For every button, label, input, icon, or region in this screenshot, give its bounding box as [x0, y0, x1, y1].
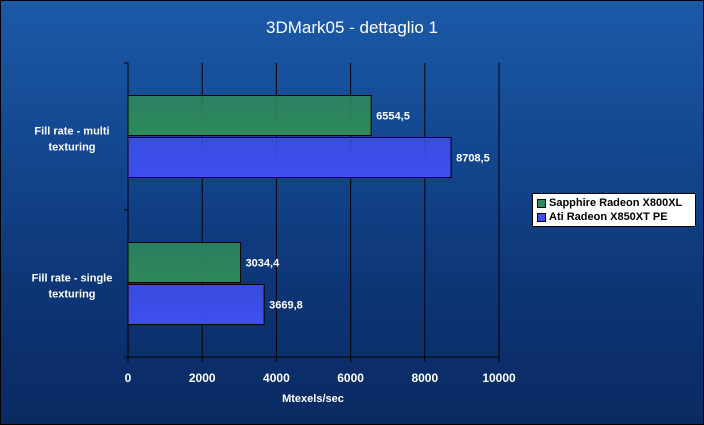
data-label: 6554,5	[376, 111, 410, 123]
legend-swatch	[537, 212, 546, 222]
x-tick-label: 4000	[263, 371, 290, 385]
x-tick-label: 2000	[189, 371, 216, 385]
legend-item: Ati Radeon X850XT PE	[537, 210, 691, 224]
legend-item: Sapphire Radeon X800XL	[537, 196, 691, 210]
x-axis-label: Mtexels/sec	[282, 393, 344, 405]
bar	[127, 95, 372, 136]
legend-label: Sapphire Radeon X800XL	[549, 197, 683, 209]
legend-swatch	[537, 198, 546, 208]
category-label: texturing	[48, 142, 95, 154]
axes	[124, 62, 500, 362]
bar	[127, 284, 265, 325]
data-label: 3034,4	[246, 258, 281, 270]
x-tick-label: 6000	[337, 371, 364, 385]
data-label: 8708,5	[456, 153, 490, 165]
bar	[127, 137, 452, 178]
legend-label: Ati Radeon X850XT PE	[549, 211, 668, 223]
x-tick-label: 0	[125, 371, 132, 385]
category-labels: Fill rate - multi texturing Fill rate - si…	[32, 126, 113, 301]
chart-title: 3DMark05 - dettaglio 1	[266, 18, 438, 37]
tick-labels: 0 2000 4000 6000 8000 10000	[125, 371, 516, 385]
bar	[127, 242, 242, 283]
category-label: Fill rate - single	[32, 273, 113, 285]
data-label: 3669,8	[269, 300, 303, 312]
x-tick-label: 10000	[482, 371, 516, 385]
x-tick-label: 8000	[411, 371, 438, 385]
legend: Sapphire Radeon X800XL Ati Radeon X850XT…	[532, 193, 696, 227]
category-label: Fill rate - multi	[34, 126, 109, 138]
bars: 6554,5 8708,5 3034,4 3669,8	[127, 95, 490, 325]
category-label: texturing	[48, 289, 95, 301]
